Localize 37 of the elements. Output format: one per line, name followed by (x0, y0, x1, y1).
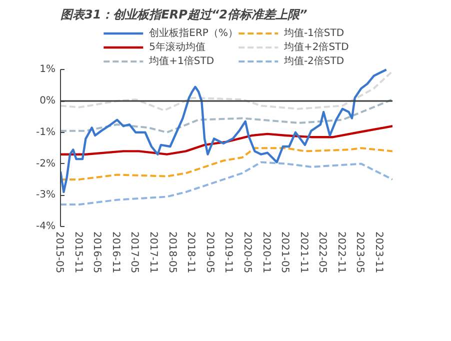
y-tick-label: 0% (40, 96, 56, 107)
x-tick-label: 2019-05 (204, 232, 215, 274)
x-tick-label: 2020-11 (260, 232, 272, 274)
x-tick-label: 2015-05 (54, 232, 64, 274)
line-series (60, 161, 392, 206)
legend-label: 均值-2倍STD (284, 54, 344, 68)
y-tick-label: -2% (36, 158, 56, 170)
line-series (60, 147, 392, 180)
x-tick-label: 2022-11 (336, 232, 346, 274)
legend-label: 5年滚动均值 (149, 40, 206, 54)
x-tick-label: 2021-11 (298, 232, 309, 274)
x-tick-label: 2022-05 (316, 232, 328, 274)
legend-label: 创业板指ERP（%） (149, 26, 238, 40)
y-tick-label: -3% (36, 190, 56, 201)
x-tick-label: 2017-11 (148, 232, 159, 274)
chart-title: 图表31：创业板指ERP超过“2倍标准差上限” (60, 8, 308, 22)
legend-label: 均值+1倍STD (149, 54, 214, 68)
legend-label: 均值-1倍STD (284, 26, 344, 40)
y-tick-label: 1% (40, 64, 56, 76)
x-tick-label: 2020-05 (241, 232, 252, 274)
x-tick-label: 2018-11 (185, 232, 196, 274)
legend-label: 均值+2倍STD (284, 40, 349, 54)
line-series (60, 68, 388, 194)
x-tick-label: 2017-05 (128, 232, 140, 274)
x-tick-label: 2015-11 (72, 232, 84, 274)
x-tick-label: 2016-05 (91, 232, 102, 274)
y-tick-label: -1% (36, 126, 56, 138)
x-tick-label: 2018-05 (166, 232, 178, 274)
x-tick-label: 2016-11 (110, 232, 122, 274)
line-series (60, 70, 392, 112)
x-tick-label: 2019-11 (222, 232, 234, 274)
line-series (60, 125, 392, 156)
line-series (60, 98, 392, 134)
y-tick-label: -4% (36, 221, 56, 232)
x-tick-label: 2023-05 (354, 232, 366, 274)
x-tick-label: 2023-11 (373, 232, 384, 274)
x-tick-label: 2021-05 (279, 232, 290, 274)
